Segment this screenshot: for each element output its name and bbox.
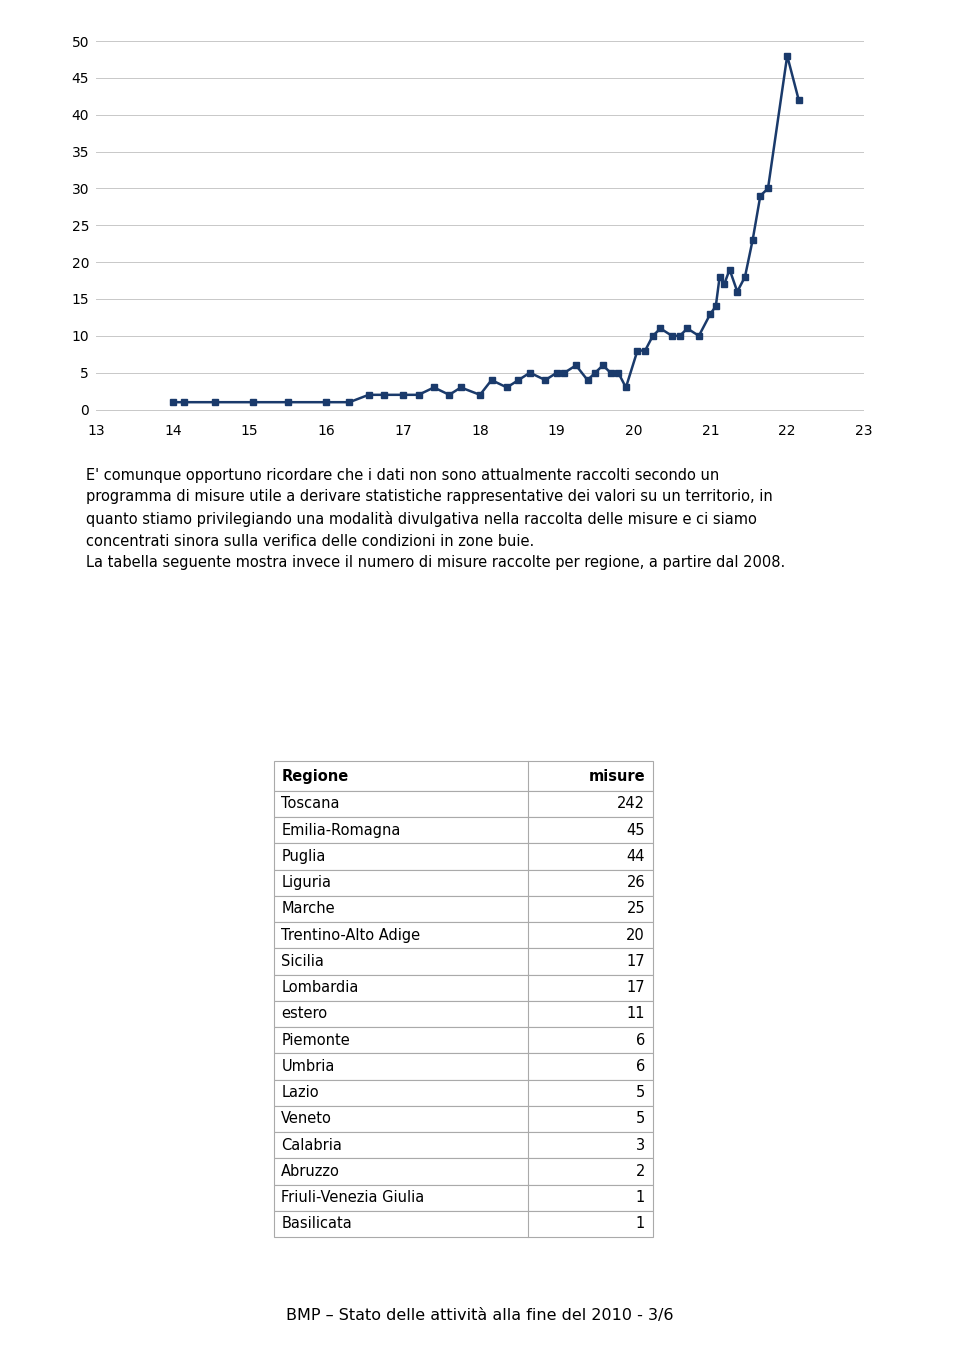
Text: BMP – Stato delle attività alla fine del 2010 - 3/6: BMP – Stato delle attività alla fine del… [286,1308,674,1322]
Text: 6: 6 [636,1032,645,1047]
Text: 3: 3 [636,1137,645,1152]
Text: Lazio: Lazio [281,1085,319,1100]
Text: Regione: Regione [281,768,348,783]
Text: Marche: Marche [281,901,335,916]
Text: Calabria: Calabria [281,1137,342,1152]
Text: misure: misure [588,768,645,783]
Text: Puglia: Puglia [281,849,325,864]
Text: Toscana: Toscana [281,797,340,812]
Text: 45: 45 [627,823,645,838]
Text: 20: 20 [626,928,645,943]
Text: 1: 1 [636,1191,645,1206]
Text: Liguria: Liguria [281,875,331,890]
Text: Trentino-Alto Adige: Trentino-Alto Adige [281,928,420,943]
Text: Emilia-Romagna: Emilia-Romagna [281,823,400,838]
Text: estero: estero [281,1006,327,1021]
Text: 5: 5 [636,1111,645,1126]
Text: 25: 25 [627,901,645,916]
Text: Piemonte: Piemonte [281,1032,350,1047]
Text: 11: 11 [627,1006,645,1021]
Text: Sicilia: Sicilia [281,954,324,969]
Text: 17: 17 [627,980,645,995]
Text: Abruzzo: Abruzzo [281,1163,340,1178]
Text: 5: 5 [636,1085,645,1100]
Text: Veneto: Veneto [281,1111,332,1126]
Text: 1: 1 [636,1217,645,1232]
Text: Lombardia: Lombardia [281,980,359,995]
Text: Umbria: Umbria [281,1059,335,1074]
Text: 44: 44 [627,849,645,864]
Text: 6: 6 [636,1059,645,1074]
Text: E' comunque opportuno ricordare che i dati non sono attualmente raccolti secondo: E' comunque opportuno ricordare che i da… [86,468,785,570]
Text: Basilicata: Basilicata [281,1217,352,1232]
Text: Friuli-Venezia Giulia: Friuli-Venezia Giulia [281,1191,424,1206]
Text: 17: 17 [627,954,645,969]
Text: 26: 26 [627,875,645,890]
Text: 2: 2 [636,1163,645,1178]
Text: 242: 242 [617,797,645,812]
